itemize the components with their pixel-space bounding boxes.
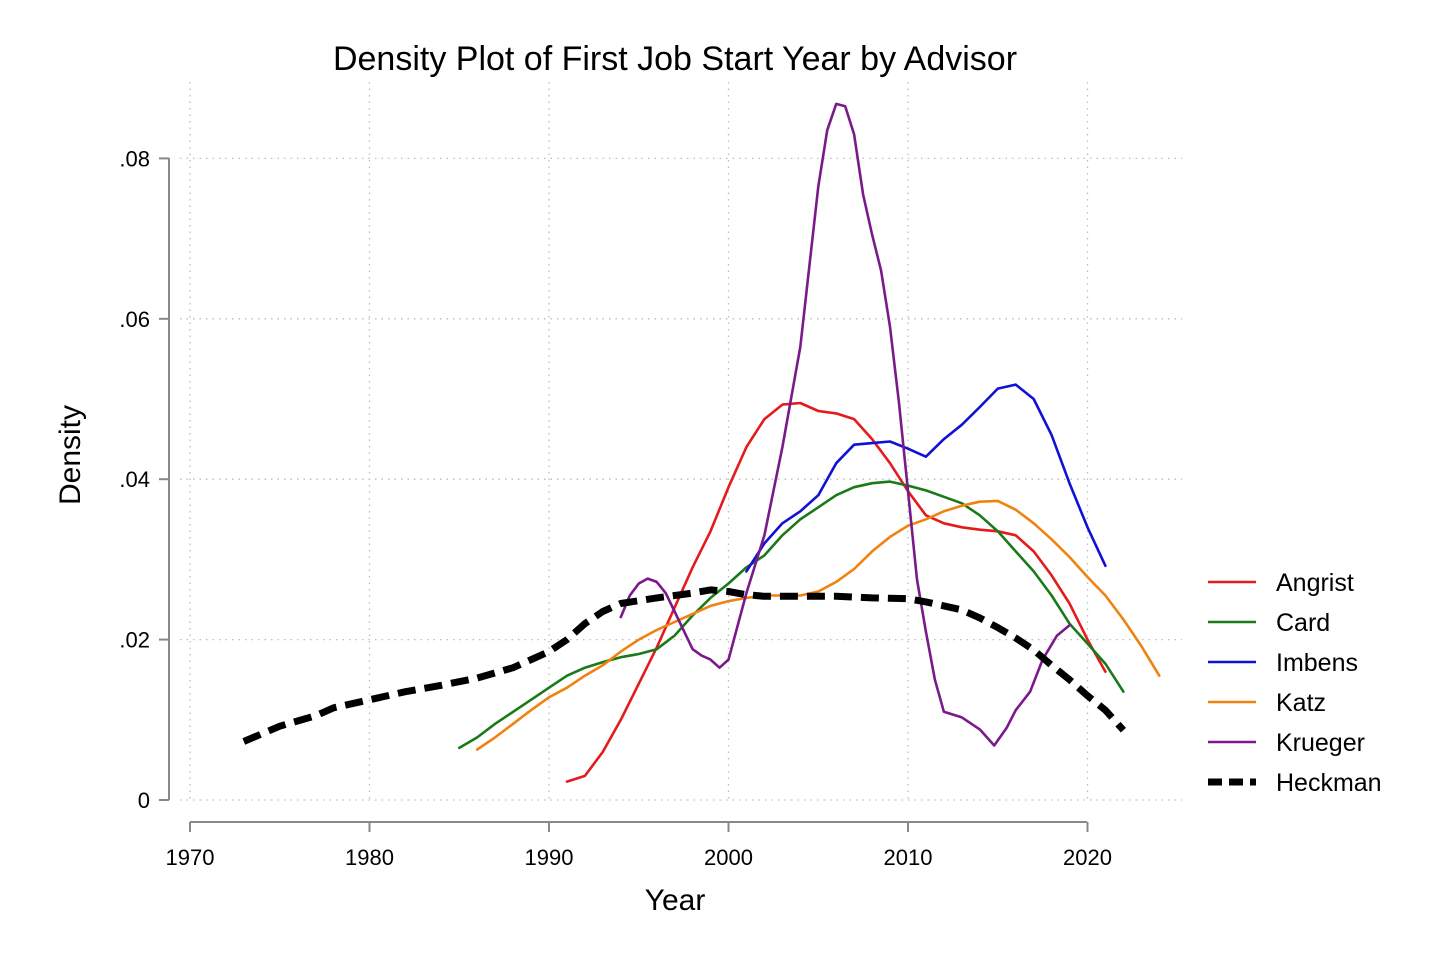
series-line-heckman <box>242 586 1127 745</box>
x-tick-label: 2020 <box>1063 845 1112 870</box>
x-tick-label: 2000 <box>704 845 753 870</box>
x-tick-label: 1990 <box>525 845 574 870</box>
x-tick-label: 1970 <box>166 845 215 870</box>
y-tick-label: .06 <box>119 307 150 332</box>
legend-label-card: Card <box>1276 609 1330 637</box>
legend-label-imbens: Imbens <box>1276 649 1358 677</box>
y-tick-label: .02 <box>119 628 150 653</box>
series-line-imbens <box>745 383 1107 573</box>
legend: Angrist Card Imbens Katz Krueger Heckman <box>1208 569 1382 797</box>
series-line-angrist <box>565 401 1107 783</box>
legend-label-angrist: Angrist <box>1276 569 1354 597</box>
legend-label-katz: Katz <box>1276 689 1326 717</box>
y-tick-label: .04 <box>119 467 150 492</box>
legend-label-krueger: Krueger <box>1276 729 1365 757</box>
y-tick-label: 0 <box>138 788 150 813</box>
series-line-card <box>458 480 1125 750</box>
series-line-krueger <box>619 102 1071 747</box>
gridlines <box>180 82 1182 802</box>
chart-title: Density Plot of First Job Start Year by … <box>333 40 1017 78</box>
y-tick-label: .08 <box>119 146 150 171</box>
x-tick-label: 2010 <box>884 845 933 870</box>
axes: 0 .02 .04 .06 .08 1970 1980 1990 2000 2010 2020 <box>119 146 1112 870</box>
x-axis-label: Year <box>645 884 706 917</box>
series-line-katz <box>475 499 1161 751</box>
legend-label-heckman: Heckman <box>1276 769 1382 797</box>
y-axis-label: Density <box>54 405 87 505</box>
series-lines <box>242 102 1161 783</box>
x-tick-label: 1980 <box>345 845 394 870</box>
